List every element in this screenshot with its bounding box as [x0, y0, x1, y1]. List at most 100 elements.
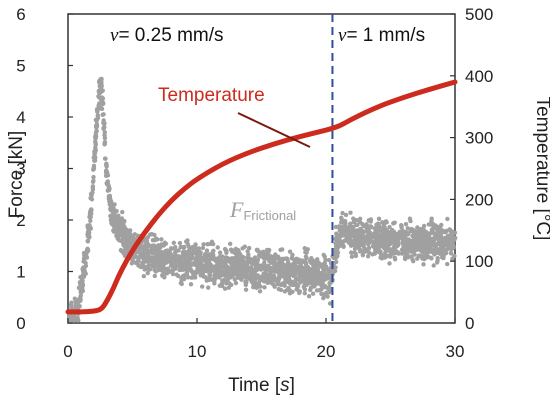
- force-point: [337, 243, 343, 248]
- force-point: [239, 269, 245, 274]
- left-y-tick-label: 1: [16, 263, 25, 282]
- force-point: [265, 252, 270, 257]
- force-point: [268, 268, 274, 274]
- force-point: [143, 264, 148, 270]
- force-point: [236, 273, 241, 279]
- force-point: [373, 248, 378, 253]
- force-point: [258, 266, 263, 271]
- force-point: [305, 247, 310, 252]
- force-point: [100, 112, 105, 118]
- force-point: [208, 257, 213, 262]
- force-point: [347, 232, 353, 237]
- force-point: [137, 246, 142, 251]
- force-point: [109, 221, 115, 227]
- force-point: [429, 218, 434, 224]
- force-point: [319, 274, 324, 279]
- force-point: [349, 254, 355, 259]
- force-point: [300, 270, 306, 275]
- force-point: [227, 281, 232, 286]
- force-point: [207, 261, 212, 266]
- force-point: [101, 125, 106, 131]
- force-point: [204, 261, 209, 266]
- force-point: [368, 236, 373, 241]
- force-point: [358, 226, 363, 232]
- force-point: [359, 231, 364, 237]
- force-point: [217, 250, 223, 255]
- force-point: [439, 222, 444, 228]
- force-point: [207, 272, 213, 277]
- force-point: [282, 275, 288, 280]
- force-point: [251, 275, 256, 281]
- force-point: [432, 252, 437, 257]
- force-point: [450, 256, 455, 262]
- force-point: [274, 256, 279, 261]
- force-point: [314, 281, 320, 287]
- force-point: [146, 262, 152, 268]
- force-point: [92, 155, 97, 160]
- force-point: [348, 226, 353, 232]
- force-point: [376, 216, 382, 221]
- force-point: [412, 229, 418, 235]
- force-point: [253, 282, 258, 288]
- force-point: [145, 270, 150, 276]
- force-point: [78, 295, 83, 300]
- force-point: [340, 224, 345, 229]
- force-point: [91, 174, 96, 180]
- force-point: [434, 241, 440, 247]
- force-point: [344, 225, 350, 231]
- force-point: [129, 261, 135, 266]
- force-point: [90, 184, 96, 189]
- force-point: [190, 261, 195, 267]
- force-point: [388, 235, 393, 240]
- force-point: [302, 287, 308, 292]
- force-point: [153, 269, 159, 274]
- force-point: [336, 237, 342, 242]
- force-point: [387, 261, 392, 266]
- force-point: [446, 245, 451, 250]
- force-point: [421, 262, 426, 267]
- force-point: [356, 245, 361, 250]
- force-point: [172, 246, 177, 251]
- force-point: [445, 216, 450, 222]
- force-point: [323, 257, 328, 263]
- force-point: [252, 271, 258, 277]
- force-point: [275, 265, 281, 270]
- force-point: [295, 283, 301, 289]
- force-point: [445, 261, 450, 267]
- force-point: [219, 280, 225, 286]
- force-point: [173, 262, 178, 267]
- force-point: [152, 255, 157, 260]
- x-axis-title-unit: s: [280, 375, 290, 396]
- force-point: [288, 279, 293, 285]
- force-point: [370, 252, 375, 257]
- force-point: [118, 247, 124, 253]
- force-point: [406, 237, 411, 242]
- force-point: [178, 267, 183, 273]
- force-point: [379, 227, 385, 233]
- force-point: [132, 253, 138, 258]
- force-point: [381, 245, 387, 251]
- force-point: [254, 275, 259, 280]
- force-point: [349, 250, 354, 255]
- force-point: [276, 261, 281, 266]
- force-point: [160, 273, 165, 279]
- force-point: [78, 290, 84, 295]
- force-point: [303, 249, 308, 255]
- force-series-label: FFrictional: [229, 197, 296, 223]
- force-point: [205, 285, 211, 290]
- force-point: [215, 245, 220, 250]
- force-point: [200, 284, 205, 289]
- left-y-tick-label: 4: [16, 108, 25, 127]
- force-point: [182, 244, 187, 250]
- force-point: [327, 301, 333, 306]
- force-point: [135, 259, 140, 264]
- force-point: [282, 283, 287, 288]
- force-point: [88, 207, 94, 213]
- force-point: [298, 264, 303, 270]
- force-point: [415, 256, 420, 261]
- force-point: [93, 142, 98, 147]
- force-point: [385, 229, 391, 235]
- force-point: [261, 256, 267, 261]
- force-point: [87, 225, 92, 231]
- force-point: [275, 281, 280, 287]
